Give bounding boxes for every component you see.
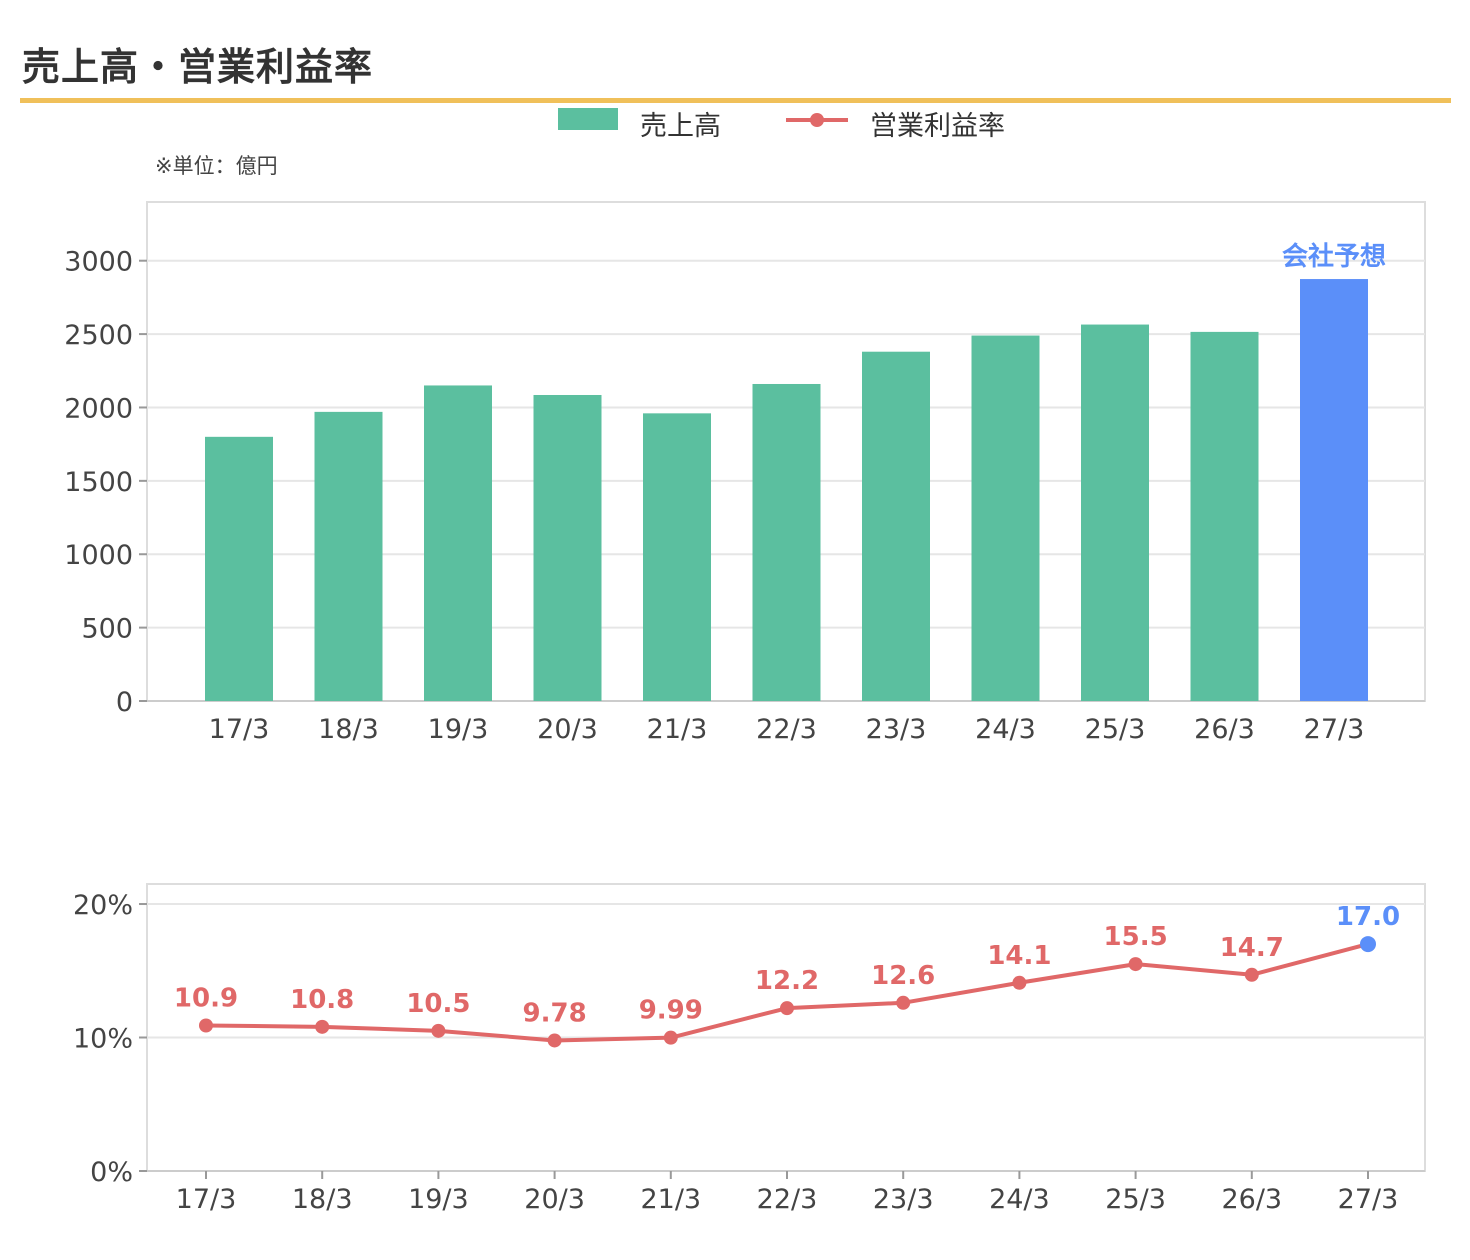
bar-x-tick-label: 24/3 xyxy=(975,714,1036,745)
legend-line-swatch xyxy=(786,113,848,127)
margin-point-26/3 xyxy=(1244,967,1259,982)
line-x-tick-label: 19/3 xyxy=(408,1184,469,1215)
line-y-tick-label: 0% xyxy=(90,1157,133,1188)
sales-bar-21/3 xyxy=(643,413,711,701)
bar-y-tick-label: 500 xyxy=(81,614,133,645)
bar-y-tick-label: 3000 xyxy=(64,247,133,278)
bar-y-tick-label: 2000 xyxy=(64,393,133,424)
legend: 売上高 営業利益率 xyxy=(0,104,1470,142)
line-x-tick-label: 23/3 xyxy=(873,1184,934,1215)
bar-x-tick-label: 21/3 xyxy=(647,714,708,745)
sales-bar-20/3 xyxy=(533,394,602,701)
line-y-tick-label: 10% xyxy=(73,1024,133,1055)
line-x-tick-label: 24/3 xyxy=(989,1184,1050,1215)
sales-bar-26/3 xyxy=(1190,331,1259,701)
sales-bar-22/3 xyxy=(752,383,821,701)
margin-data-label: 14.7 xyxy=(1220,933,1284,963)
margin-data-label: 14.1 xyxy=(987,941,1051,971)
bar-y-tick-label: 0 xyxy=(116,687,133,718)
margin-point-24/3 xyxy=(1012,975,1027,990)
forecast-label: 会社予想 xyxy=(1282,241,1386,272)
sales-bar-23/3 xyxy=(862,351,930,701)
bar-x-tick-label: 20/3 xyxy=(537,714,598,745)
sales-bar-18/3 xyxy=(314,411,383,701)
sales-bar-24/3 xyxy=(971,335,1040,701)
bar-x-tick-label: 18/3 xyxy=(318,714,379,745)
bar-x-tick-label: 25/3 xyxy=(1085,714,1146,745)
line-x-tick-label: 26/3 xyxy=(1221,1184,1282,1215)
margin-data-label: 12.2 xyxy=(755,966,819,996)
bar-x-tick-label: 19/3 xyxy=(428,714,489,745)
title-underline xyxy=(20,98,1451,103)
sales-bar-19/3 xyxy=(424,385,492,701)
bar-x-tick-label: 22/3 xyxy=(756,714,817,745)
legend-bar-label: 売上高 xyxy=(640,111,721,142)
line-x-tick-label: 18/3 xyxy=(292,1184,353,1215)
margin-point-22/3 xyxy=(780,1001,794,1016)
line-x-tick-label: 17/3 xyxy=(176,1184,237,1215)
margin-data-label: 17.0 xyxy=(1336,902,1400,932)
margin-data-label: 10.5 xyxy=(406,989,470,1019)
margin-line-chart: 0% 10% 20% 10.9 17/3 10.8 18/3 10.5 19/3 9.78 20/3… xyxy=(73,883,1426,1215)
margin-data-label: 10.9 xyxy=(174,983,238,1013)
margin-point-20/3 xyxy=(547,1033,562,1048)
bar-x-tick-label: 17/3 xyxy=(209,714,270,745)
sales-bar-25/3 xyxy=(1081,324,1149,701)
margin-point-19/3 xyxy=(431,1023,446,1038)
bar-x-tick-label: 26/3 xyxy=(1194,714,1255,745)
margin-point-17/3 xyxy=(199,1018,213,1033)
bar-x-tick-label: 27/3 xyxy=(1304,714,1365,745)
line-x-tick-label: 27/3 xyxy=(1338,1184,1399,1215)
legend-line-label: 営業利益率 xyxy=(870,111,1005,142)
margin-data-label: 9.78 xyxy=(523,998,587,1028)
line-y-tick-label: 20% xyxy=(73,890,133,921)
line-x-tick-label: 21/3 xyxy=(640,1184,701,1215)
bar-y-tick-label: 1500 xyxy=(64,467,133,498)
margin-data-label: 12.6 xyxy=(871,961,935,991)
margin-point-27/3 xyxy=(1360,936,1376,953)
bar-x-tick-label: 23/3 xyxy=(866,714,927,745)
margin-point-23/3 xyxy=(896,995,911,1010)
chart-title: 売上高・営業利益率 xyxy=(22,45,374,89)
margin-data-label: 10.8 xyxy=(290,985,354,1015)
sales-bar-27/3 xyxy=(1300,279,1368,701)
margin-data-label: 9.99 xyxy=(639,996,703,1026)
margin-data-label: 15.5 xyxy=(1104,922,1168,952)
legend-bar-swatch xyxy=(558,108,618,130)
line-x-tick-label: 25/3 xyxy=(1105,1184,1166,1215)
margin-point-25/3 xyxy=(1128,957,1143,972)
bar-y-tick-label: 2500 xyxy=(64,320,133,351)
margin-point-21/3 xyxy=(663,1030,678,1045)
line-x-tick-label: 20/3 xyxy=(524,1184,585,1215)
sales-bar-chart: 0 500 1000 1500 2000 2500 3000 17/3 18/3 19/3 20/3… xyxy=(64,201,1426,745)
sales-bar-17/3 xyxy=(205,436,273,701)
margin-point-18/3 xyxy=(315,1019,330,1034)
unit-note: ※単位：億円 xyxy=(155,154,278,178)
bar-y-tick-label: 1000 xyxy=(64,540,133,571)
line-x-tick-label: 22/3 xyxy=(757,1184,818,1215)
